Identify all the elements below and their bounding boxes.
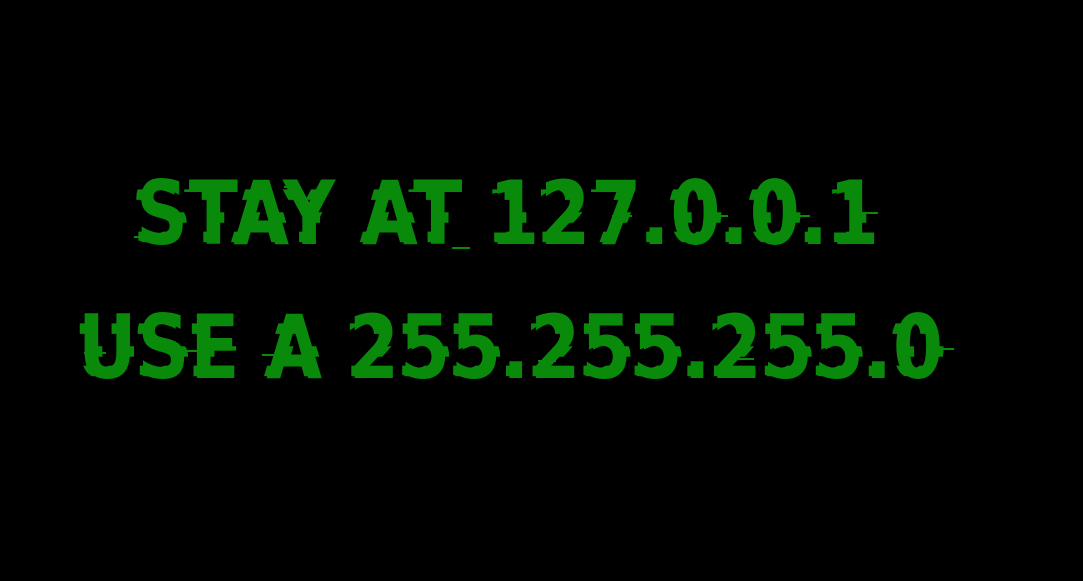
glitch-line-1: STAY AT 127.0.0.1 STAY AT 127.0.0.1 STAY…: [131, 170, 913, 258]
glitch-dash: [940, 348, 954, 350]
glitch-dash: [372, 222, 386, 224]
glitch-dash: [710, 215, 728, 217]
glitch-dash: [452, 247, 470, 249]
glitch-dash: [538, 360, 556, 362]
glitch-dash: [262, 354, 278, 356]
glitch-dash: [794, 215, 810, 217]
glitch-dash: [134, 236, 156, 238]
glitch-line-2: USE A 255.255.255.0 USE A 255.255.255.0 …: [73, 304, 949, 392]
glitch-dash: [612, 215, 632, 217]
glitch-dash: [736, 358, 754, 360]
glitch-dash: [284, 186, 300, 188]
glitch-text-1: STAY AT 127.0.0.1 STAY AT 127.0.0.1 STAY…: [131, 170, 885, 258]
line-1-text: STAY AT 127.0.0.1: [136, 162, 880, 265]
glitch-dash: [180, 350, 200, 352]
glitch-dash: [84, 352, 106, 354]
glitch-dash: [862, 212, 878, 214]
line-2-text: USE A 255.255.255.0: [78, 296, 944, 399]
glitch-text-2: USE A 255.255.255.0 USE A 255.255.255.0 …: [73, 304, 949, 392]
